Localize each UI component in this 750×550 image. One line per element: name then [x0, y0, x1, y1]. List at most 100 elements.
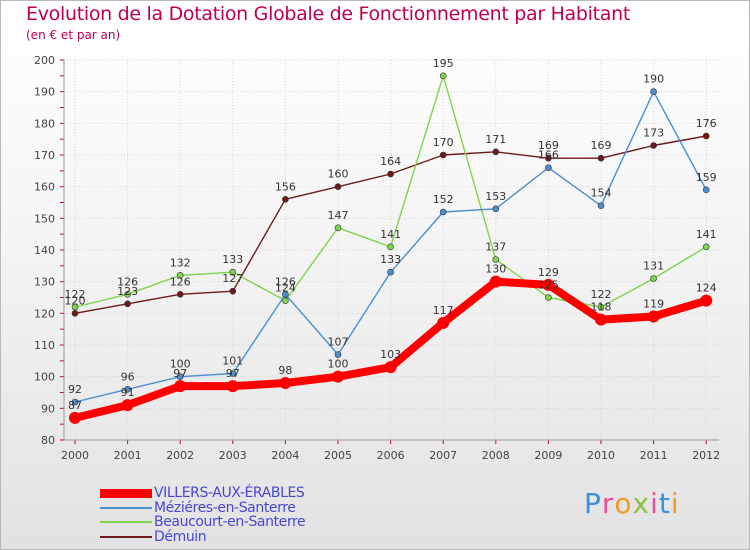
point-mezieres-en-santerre	[387, 268, 394, 276]
legend-label-demuin: Démuin	[154, 528, 207, 545]
series-lines	[69, 72, 713, 424]
legend-label-mezieres: Méziéres-en-Santerre	[154, 499, 296, 516]
data-label-mezieres-en-santerre: 159	[696, 171, 717, 184]
logo-letter: i	[650, 487, 659, 520]
data-label-villers-aux-erables: 124	[696, 282, 717, 295]
chart-legend: VILLERS-AUX-ÉRABLES Méziéres-en-Santerre…	[100, 486, 340, 544]
legend-swatch-mezieres	[100, 506, 152, 509]
x-tick-label: 2010	[587, 449, 615, 462]
data-label-mezieres-en-santerre: 133	[380, 253, 401, 266]
data-label-villers-aux-erables: 118	[591, 301, 612, 314]
data-label-mezieres-en-santerre: 154	[591, 187, 612, 200]
legend-label-villers: VILLERS-AUX-ÉRABLES	[154, 485, 305, 501]
y-tick-label: 160	[34, 181, 55, 194]
legend-label-beaucourt: Beaucourt-en-Santerre	[154, 514, 306, 531]
logo-letter: r	[601, 487, 615, 520]
point-demuin	[176, 291, 184, 298]
point-mezieres-en-santerre	[71, 398, 79, 406]
data-label-villers-aux-erables: 130	[485, 263, 506, 276]
point-beaucourt-en-santerre	[387, 243, 394, 251]
data-label-villers-aux-erables: 91	[121, 386, 135, 399]
data-label-beaucourt-en-santerre: 132	[170, 256, 191, 269]
data-label-beaucourt-en-santerre: 122	[65, 288, 86, 301]
x-tick-label: 2004	[271, 449, 299, 462]
point-mezieres-en-santerre	[334, 351, 342, 358]
point-mezieres-en-santerre	[176, 373, 184, 380]
data-label-villers-aux-erables: 97	[173, 367, 187, 380]
proxiti-logo: Proxiti	[584, 487, 680, 520]
point-mezieres-en-santerre	[702, 186, 710, 194]
point-demuin	[492, 148, 500, 156]
point-beaucourt-en-santerre	[71, 303, 79, 311]
x-tick-label: 2007	[429, 449, 457, 462]
x-tick-label: 2006	[377, 449, 405, 462]
y-tick-label: 170	[34, 149, 55, 162]
y-tick-label: 130	[34, 276, 55, 289]
point-demuin	[702, 132, 710, 140]
data-label-demuin: 120	[65, 294, 86, 307]
point-beaucourt-en-santerre	[702, 243, 710, 251]
data-label-villers-aux-erables: 103	[380, 348, 401, 361]
y-tick-label: 120	[34, 307, 55, 320]
legend-item-villers: VILLERS-AUX-ÉRABLES	[100, 486, 340, 501]
legend-swatch-beaucourt	[100, 521, 152, 524]
legend-item-beaucourt: Beaucourt-en-Santerre	[100, 515, 340, 530]
point-beaucourt-en-santerre	[439, 72, 447, 80]
legend-item-mezieres: Méziéres-en-Santerre	[100, 499, 340, 516]
x-tick-label: 2001	[114, 449, 142, 462]
point-demuin	[545, 154, 552, 162]
y-tick-label: 110	[34, 339, 55, 352]
x-tick-label: 2003	[219, 449, 247, 462]
data-label-demuin: 169	[538, 139, 559, 152]
data-label-beaucourt-en-santerre: 131	[643, 260, 664, 273]
data-label-demuin: 173	[643, 127, 664, 140]
data-label-villers-aux-erables: 97	[226, 367, 240, 380]
data-label-demuin: 164	[380, 155, 401, 168]
data-label-villers-aux-erables: 119	[643, 298, 664, 311]
point-beaucourt-en-santerre	[650, 275, 657, 282]
x-tick-label: 2008	[482, 449, 510, 462]
point-villers-aux-erables	[279, 377, 292, 389]
data-label-beaucourt-en-santerre: 122	[591, 288, 612, 301]
point-mezieres-en-santerre	[439, 208, 447, 216]
data-label-beaucourt-en-santerre: 133	[222, 253, 243, 266]
point-mezieres-en-santerre	[545, 164, 552, 171]
logo-letter: x	[632, 487, 651, 520]
x-tick-label: 2012	[692, 449, 720, 462]
data-label-villers-aux-erables: 117	[433, 304, 454, 317]
legend-item-demuin: Démuin	[100, 528, 340, 545]
axes: 80 90 100 110 120 130 140 150 160 170 180 190 200 200…	[34, 54, 720, 462]
data-label-mezieres-en-santerre: 92	[68, 383, 82, 396]
point-beaucourt-en-santerre	[545, 294, 552, 301]
point-beaucourt-en-santerre	[229, 268, 237, 276]
data-label-demuin: 170	[433, 136, 454, 149]
logo-letter: i	[670, 487, 680, 520]
point-beaucourt-en-santerre	[124, 291, 131, 298]
point-demuin	[71, 310, 79, 317]
x-tick-label: 2002	[166, 449, 194, 462]
logo-letter: P	[584, 487, 602, 520]
point-villers-aux-erables	[595, 313, 607, 326]
data-label-mezieres-en-santerre: 152	[433, 193, 454, 206]
data-label-demuin: 123	[117, 285, 138, 298]
y-tick-label: 90	[41, 402, 55, 415]
data-label-beaucourt-en-santerre: 141	[380, 228, 401, 241]
data-label-beaucourt-en-santerre: 125	[538, 279, 559, 292]
point-villers-aux-erables	[437, 316, 450, 329]
y-tick-label: 200	[34, 54, 55, 67]
point-mezieres-en-santerre	[492, 205, 500, 213]
data-label-demuin: 127	[222, 272, 243, 285]
data-label-beaucourt-en-santerre: 141	[696, 228, 717, 241]
point-villers-aux-erables	[384, 361, 397, 374]
x-tick-label: 2000	[61, 449, 89, 462]
point-mezieres-en-santerre	[124, 386, 131, 393]
data-label-beaucourt-en-santerre: 124	[275, 282, 296, 295]
data-label-demuin: 176	[696, 117, 717, 130]
y-tick-label: 140	[34, 244, 55, 257]
y-tick-label: 100	[34, 371, 55, 384]
point-demuin	[282, 196, 289, 203]
point-villers-aux-erables	[226, 380, 239, 393]
point-villers-aux-erables	[121, 399, 134, 412]
